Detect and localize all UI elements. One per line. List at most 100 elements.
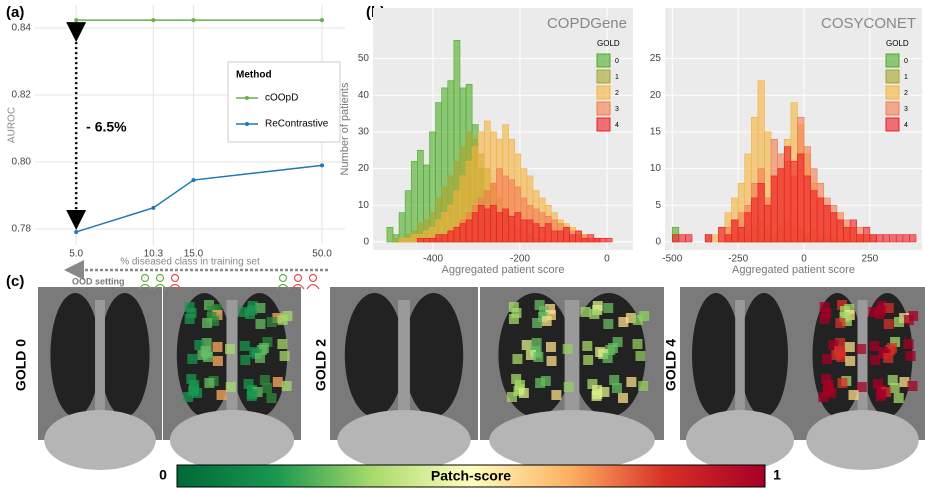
chart-title: COSYCONET bbox=[821, 15, 916, 32]
legend-title: GOLD bbox=[886, 39, 909, 48]
patch bbox=[837, 378, 847, 388]
y-tick-label: 0.78 bbox=[12, 224, 32, 235]
patch bbox=[876, 391, 886, 401]
lung bbox=[740, 293, 788, 417]
lung bbox=[50, 293, 100, 417]
patch bbox=[856, 344, 866, 354]
patch bbox=[849, 390, 859, 400]
bar bbox=[563, 227, 569, 242]
patch bbox=[266, 393, 276, 403]
patch bbox=[217, 390, 227, 400]
patch bbox=[870, 355, 880, 365]
patch bbox=[204, 378, 214, 388]
patch bbox=[603, 319, 613, 329]
patch bbox=[845, 342, 855, 352]
bar bbox=[791, 161, 798, 242]
bar bbox=[811, 191, 818, 242]
bar bbox=[606, 238, 612, 242]
diaphragm bbox=[170, 410, 294, 470]
person-icon bbox=[142, 275, 149, 282]
legend-swatch bbox=[886, 70, 899, 83]
legend-label: 2 bbox=[615, 90, 619, 97]
x-tick-label: 5.0 bbox=[69, 249, 83, 260]
legend-title: GOLD bbox=[597, 39, 620, 48]
patch bbox=[213, 356, 223, 366]
patch bbox=[564, 382, 574, 392]
patch bbox=[535, 378, 545, 388]
patch bbox=[820, 314, 830, 324]
bar bbox=[830, 213, 837, 242]
legend-swatch bbox=[597, 70, 610, 83]
patch bbox=[589, 309, 599, 319]
y-tick-label: 0.80 bbox=[12, 157, 32, 168]
legend-label: cOOpD bbox=[265, 93, 298, 104]
bar bbox=[764, 205, 771, 242]
legend-swatch bbox=[886, 118, 899, 131]
point bbox=[191, 178, 195, 182]
patch bbox=[906, 351, 916, 361]
legend-label: 4 bbox=[615, 122, 619, 129]
bar bbox=[570, 235, 576, 242]
point bbox=[74, 18, 78, 22]
patch bbox=[874, 309, 884, 319]
patch bbox=[267, 317, 277, 327]
patch bbox=[883, 353, 893, 363]
x-tick-label: -400 bbox=[423, 254, 443, 265]
patch bbox=[894, 317, 904, 327]
patch bbox=[277, 339, 287, 349]
x-tick-label: 250 bbox=[862, 254, 879, 265]
lung bbox=[100, 293, 150, 417]
mediastinum bbox=[95, 300, 105, 410]
bar bbox=[557, 231, 563, 242]
patch bbox=[262, 383, 272, 393]
bar bbox=[509, 216, 515, 242]
point bbox=[320, 163, 324, 167]
bar bbox=[679, 235, 686, 242]
bar bbox=[430, 238, 436, 242]
y-tick-label: 50 bbox=[358, 53, 370, 64]
person-icon bbox=[157, 275, 164, 282]
patch bbox=[509, 314, 519, 324]
patch bbox=[542, 316, 552, 326]
bar bbox=[484, 209, 490, 242]
patch bbox=[635, 351, 645, 361]
bar bbox=[718, 227, 725, 242]
diaphragm bbox=[806, 410, 919, 470]
mediastinum bbox=[735, 300, 745, 410]
lung bbox=[404, 293, 463, 417]
bar bbox=[903, 235, 910, 242]
x-tick-label: 50.0 bbox=[312, 249, 332, 260]
patch bbox=[203, 352, 213, 362]
bar bbox=[745, 213, 752, 242]
colorbar-min: 0 bbox=[159, 467, 167, 483]
patch bbox=[845, 356, 855, 366]
patch bbox=[546, 342, 556, 352]
mediastinum bbox=[398, 300, 410, 410]
legend-label: 1 bbox=[904, 74, 908, 81]
y-tick-label: 15 bbox=[650, 127, 662, 138]
figure: (a) (b) (c) GOLD 0 GOLD 2 GOLD 4 Patch-s… bbox=[0, 0, 925, 489]
point bbox=[191, 18, 195, 22]
bar bbox=[837, 220, 844, 242]
patch bbox=[904, 339, 914, 349]
patch bbox=[582, 341, 592, 351]
patch bbox=[183, 392, 193, 402]
legend-swatch bbox=[886, 102, 899, 115]
y-tick-label: 25 bbox=[650, 53, 662, 64]
colorbar-title: Patch-score bbox=[431, 468, 511, 484]
bar bbox=[472, 213, 478, 242]
bar bbox=[393, 238, 399, 242]
legend-swatch bbox=[245, 122, 249, 126]
bar bbox=[387, 227, 393, 242]
patch bbox=[273, 377, 283, 387]
patch bbox=[547, 356, 557, 366]
point bbox=[320, 18, 324, 22]
point bbox=[151, 18, 155, 22]
patch bbox=[835, 318, 845, 328]
lung bbox=[692, 293, 740, 417]
point bbox=[74, 230, 78, 234]
legend-label: 3 bbox=[904, 106, 908, 113]
diaphragm bbox=[337, 410, 470, 470]
legend-swatch bbox=[597, 54, 610, 67]
bar bbox=[594, 238, 600, 242]
